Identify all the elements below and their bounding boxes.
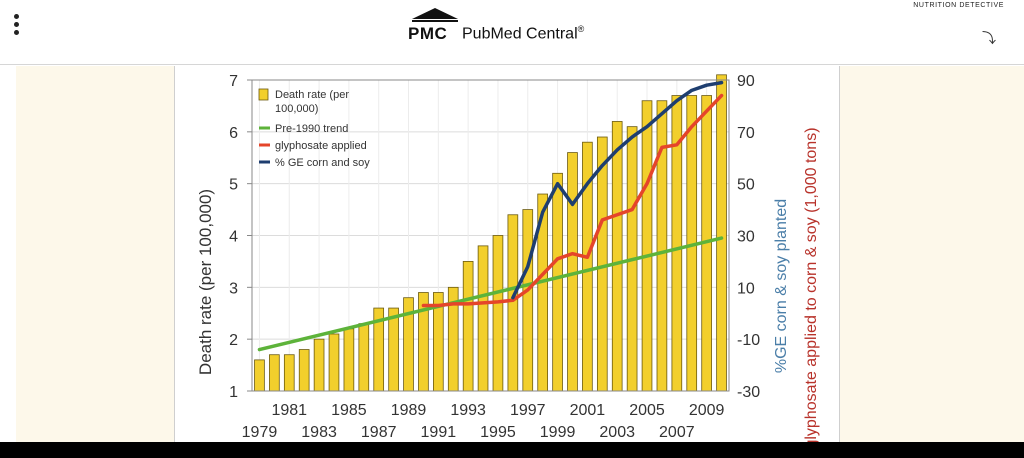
y2-tick-label: 70 bbox=[737, 125, 755, 142]
left-margin bbox=[16, 66, 174, 442]
x-tick-label: 1997 bbox=[510, 402, 546, 419]
x-tick-label: 1993 bbox=[450, 402, 486, 419]
figure-panel: 1 2 3 4 5 6 7 -30 -10 10 30 50 70 90 1981 1985 1989 199… bbox=[174, 66, 840, 449]
x-tick-label: 1991 bbox=[421, 424, 457, 441]
line-glyphosate bbox=[421, 93, 724, 308]
bar-death-rate bbox=[552, 172, 563, 392]
bar-death-rate bbox=[596, 136, 608, 392]
bar-death-rate bbox=[358, 323, 370, 392]
bar-death-rate bbox=[611, 121, 623, 392]
bar-death-rate bbox=[283, 354, 295, 392]
y-tick-label: 6 bbox=[229, 125, 238, 142]
x-tick-label: 1989 bbox=[391, 402, 427, 419]
x-tick-label: 1979 bbox=[242, 424, 278, 441]
more-options-icon[interactable] bbox=[10, 12, 24, 38]
building-roof-icon bbox=[412, 8, 458, 22]
bar-death-rate bbox=[656, 100, 668, 392]
chart: 1 2 3 4 5 6 7 -30 -10 10 30 50 70 90 1981 1985 1989 199… bbox=[196, 73, 820, 449]
x-tick-label: 1985 bbox=[331, 402, 367, 419]
bar-death-rate bbox=[343, 328, 355, 392]
bar-death-rate bbox=[298, 349, 310, 392]
x-tick-label: 1999 bbox=[540, 424, 576, 441]
legend-label: glyphosate applied bbox=[275, 140, 367, 152]
x-tick-label: 2005 bbox=[629, 402, 665, 419]
y-tick-label: 4 bbox=[229, 229, 238, 246]
y2-tick-label: -10 bbox=[737, 332, 760, 349]
y-tick-label: 3 bbox=[229, 280, 238, 297]
y-axis-label: Death rate (per 100,000) bbox=[196, 189, 215, 375]
logo-name: PubMed Central® bbox=[462, 24, 585, 43]
bar-death-rate bbox=[313, 338, 325, 392]
legend-label: Pre-1990 trend bbox=[275, 123, 348, 135]
legend-label: Death rate (per bbox=[275, 89, 349, 101]
bottom-bar bbox=[0, 442, 1024, 458]
lines bbox=[257, 80, 724, 352]
search-icon[interactable]: ⤵ bbox=[982, 30, 996, 46]
legend: Death rate (per 100,000) Pre-1990 trend gly… bbox=[258, 88, 370, 169]
y2-tick-label: 90 bbox=[737, 73, 755, 90]
x-tick-label: 1987 bbox=[361, 424, 397, 441]
y2-tick-label: 50 bbox=[737, 177, 755, 194]
bar-death-rate bbox=[477, 245, 489, 392]
bar-death-rate bbox=[716, 74, 727, 392]
y2-tick-label: 10 bbox=[737, 280, 755, 297]
bar-death-rate bbox=[328, 333, 340, 392]
x-tick-label: 1995 bbox=[480, 424, 516, 441]
x-tick-label: 2001 bbox=[570, 402, 606, 419]
watermark-brand: NUTRITION DETECTIVE bbox=[913, 2, 1004, 9]
right-margin bbox=[838, 66, 1024, 442]
legend-label-cont: 100,000) bbox=[275, 103, 318, 115]
x-tick-label: 1981 bbox=[271, 402, 307, 419]
bar-death-rate bbox=[492, 235, 504, 392]
y-tick-label: 2 bbox=[229, 332, 238, 349]
legend-swatch bbox=[258, 88, 269, 101]
legend-label: % GE corn and soy bbox=[275, 157, 370, 169]
bar-death-rate bbox=[522, 209, 534, 392]
y-tick-label: 1 bbox=[229, 384, 238, 401]
logo-mark: PMC bbox=[408, 24, 448, 43]
y2-axis-ticks: -30 -10 10 30 50 70 90 bbox=[737, 73, 760, 401]
pmc-logo[interactable]: PMC PubMed Central® bbox=[408, 6, 608, 50]
bar-death-rate bbox=[388, 307, 399, 392]
y3-axis-label: glyphosate applied to corn & soy (1,000 … bbox=[803, 127, 820, 442]
y-tick-label: 5 bbox=[229, 177, 238, 194]
bar-death-rate bbox=[269, 354, 280, 392]
bar-death-rate bbox=[254, 359, 265, 392]
x-axis-ticks: 1981 1985 1989 1993 1997 2001 2005 2009 1979 1983… bbox=[242, 402, 725, 441]
y2-tick-label: 30 bbox=[737, 229, 755, 246]
y-axis-ticks: 1 2 3 4 5 6 7 bbox=[229, 73, 252, 401]
x-tick-label: 2009 bbox=[689, 402, 725, 419]
x-tick-label: 2007 bbox=[659, 424, 695, 441]
line-pre-1990-trend bbox=[257, 236, 724, 352]
y-tick-label: 7 bbox=[229, 73, 238, 90]
bar-death-rate bbox=[462, 261, 474, 392]
top-bar: PMC PubMed Central® NUTRITION DETECTIVE … bbox=[0, 0, 1024, 65]
bar-death-rate bbox=[641, 100, 653, 392]
bar-death-rate bbox=[507, 214, 519, 392]
x-tick-label: 1983 bbox=[301, 424, 337, 441]
y2-tick-label: -30 bbox=[737, 384, 760, 401]
y2-axis-label: %GE corn & soy planted bbox=[773, 199, 790, 373]
bar-death-rate bbox=[418, 292, 429, 392]
line-ge-corn-soy bbox=[511, 80, 724, 300]
x-tick-label: 2003 bbox=[599, 424, 635, 441]
